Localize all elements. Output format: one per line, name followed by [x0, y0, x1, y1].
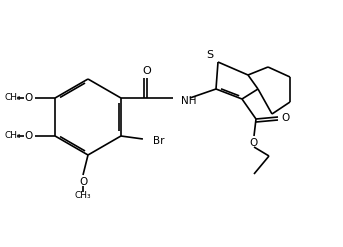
Text: O: O — [24, 93, 32, 103]
Text: CH₃: CH₃ — [5, 94, 21, 103]
Text: S: S — [206, 50, 214, 60]
Text: O: O — [281, 113, 289, 123]
Text: Br: Br — [153, 136, 164, 146]
Text: CH₃: CH₃ — [75, 190, 91, 200]
Text: CH₃: CH₃ — [5, 131, 21, 141]
Text: O: O — [250, 138, 258, 148]
Text: O: O — [79, 177, 87, 187]
Text: O: O — [24, 131, 32, 141]
Text: O: O — [143, 66, 151, 76]
Text: NH: NH — [181, 96, 197, 106]
